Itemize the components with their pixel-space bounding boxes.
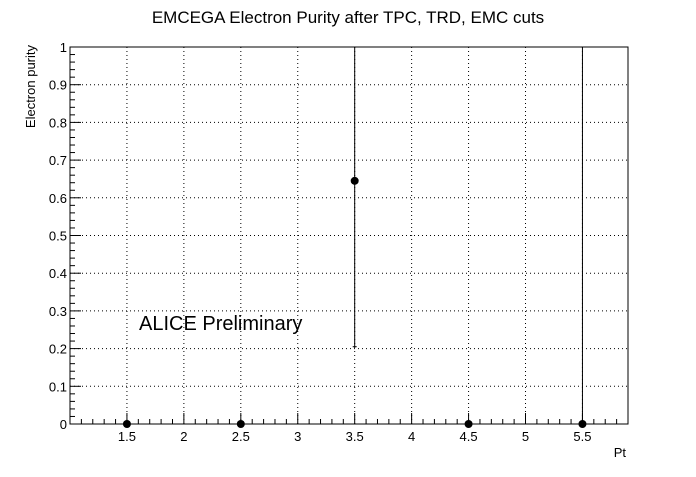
x-tick-label: 3.5: [346, 429, 364, 444]
y-tick-label: 0.6: [49, 191, 67, 206]
tick-labels-layer: 1.5 2 2.5 3 3.5 4 4.5 5 5.5 0 0.1 0.2 0.3 0.4 0.5 0.6 0.…: [49, 40, 592, 444]
plot-frame: [69, 46, 629, 425]
data-point: [578, 420, 587, 428]
y-tick-label: 0.8: [49, 115, 67, 130]
ticks-layer: [70, 46, 629, 425]
chart-title: EMCEGA Electron Purity after TPC, TRD, E…: [152, 8, 544, 27]
y-tick-label: 0.4: [49, 266, 67, 281]
y-tick-label: 0.1: [49, 379, 67, 394]
y-tick-label: 0.7: [49, 153, 67, 168]
y-tick-label: 0.5: [49, 229, 67, 244]
y-axis-label: Electron purity: [23, 45, 38, 129]
x-tick-label: 1.5: [118, 429, 136, 444]
x-tick-label: 2.5: [232, 429, 250, 444]
y-tick-label: 0.9: [49, 78, 67, 93]
x-tick-label: 4: [408, 429, 415, 444]
data-point: [236, 420, 245, 428]
x-tick-label: 4.5: [460, 429, 478, 444]
x-tick-label: 2: [180, 429, 187, 444]
y-tick-label: 0.2: [49, 342, 67, 357]
data-point: [350, 176, 359, 185]
x-tick-label: 3: [294, 429, 301, 444]
x-tick-label: 5: [522, 429, 529, 444]
data-point: [122, 420, 131, 428]
y-tick-label: 0: [60, 417, 67, 432]
x-axis-label: Pt: [614, 445, 627, 460]
x-tick-label: 5.5: [573, 429, 591, 444]
grid-layer: [70, 47, 628, 424]
data-point: [464, 420, 473, 428]
preliminary-annotation: ALICE Preliminary: [139, 313, 302, 335]
y-tick-label: 1: [60, 40, 67, 55]
data-points-layer: [122, 47, 587, 428]
y-tick-label: 0.3: [49, 304, 67, 319]
